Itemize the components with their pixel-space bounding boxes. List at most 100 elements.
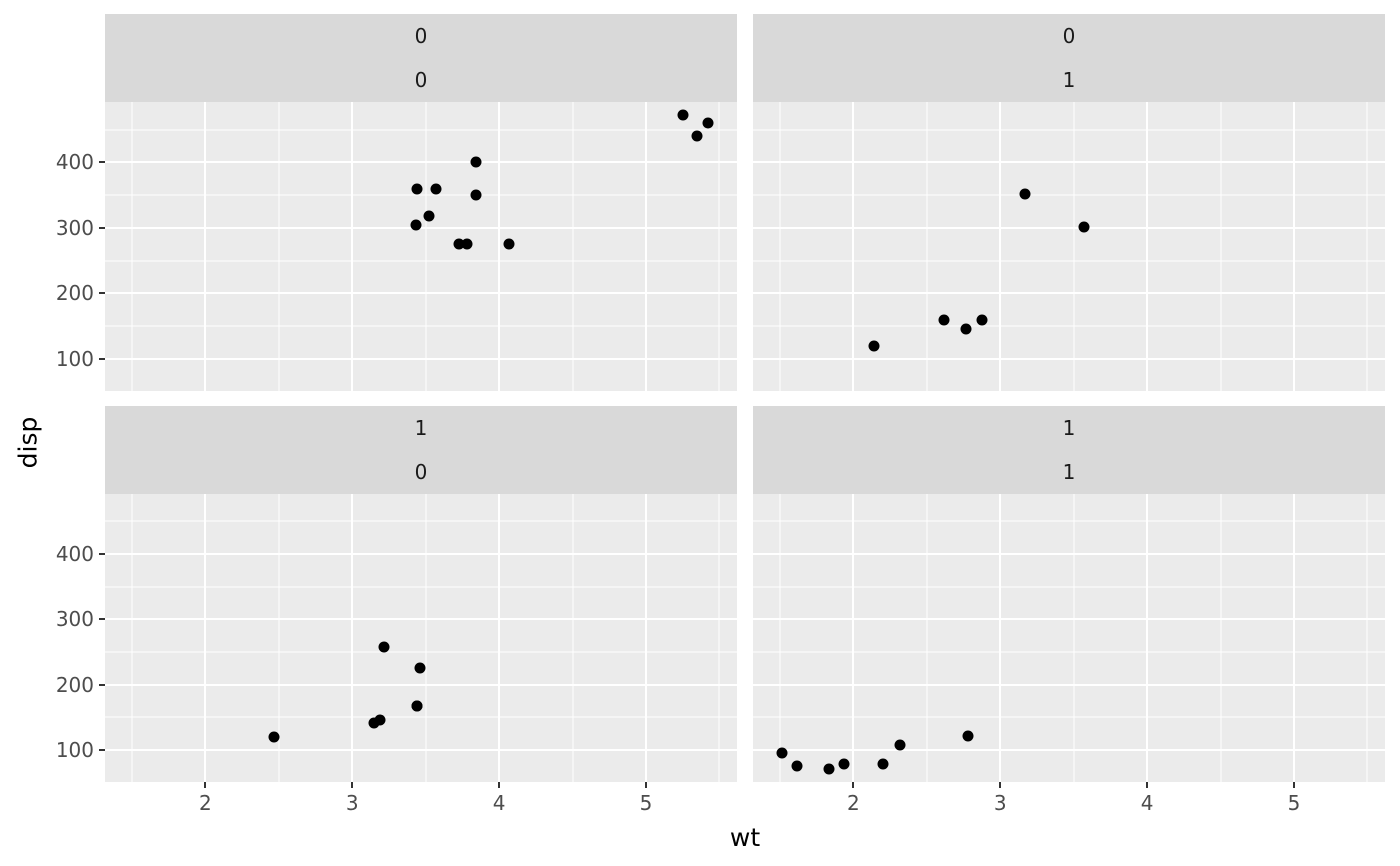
y-major-gridline: [753, 683, 1385, 686]
y-axis-tick: [99, 553, 105, 556]
facet-strip-bottom: 1: [753, 450, 1385, 494]
plot-panel: 100 200 300 400: [56, 102, 737, 391]
plot-panel: 2 3 4 5: [753, 494, 1385, 813]
x-minor-gridline: [1073, 494, 1075, 782]
y-minor-gridline: [753, 260, 1385, 262]
x-axis-tick-label: 3: [345, 791, 359, 815]
y-axis-tick-label: 400: [55, 150, 94, 175]
x-axis-tick-label: 4: [492, 791, 506, 815]
y-minor-gridline: [105, 129, 737, 131]
y-axis-title-area: disp: [6, 102, 50, 782]
y-minor-gridline: [105, 194, 737, 196]
y-minor-gridline: [105, 260, 737, 262]
y-axis-tick-label: 400: [55, 542, 94, 567]
plot-panel: 100 200 300 400 2 3 4 5: [56, 494, 737, 813]
x-minor-gridline: [572, 494, 573, 782]
data-point: [938, 314, 950, 326]
y-axis-tick: [99, 292, 105, 295]
facet-bottom-right: 1 1 2 3 4 5: [753, 406, 1385, 813]
x-axis-tick-label: 5: [1287, 791, 1301, 815]
y-major-gridline: [105, 357, 737, 360]
x-minor-gridline: [718, 494, 720, 782]
data-point: [976, 314, 988, 326]
y-axis-tick-label: 100: [55, 346, 94, 371]
x-minor-gridline: [278, 494, 280, 782]
x-major-gridline: [1292, 102, 1295, 391]
x-major-gridline: [204, 102, 207, 391]
y-minor-gridline: [753, 651, 1385, 653]
facet-strip-label: 1: [1062, 460, 1076, 484]
facet-strip-label: 0: [414, 460, 428, 484]
y-major-gridline: [105, 618, 737, 621]
x-minor-gridline: [425, 494, 427, 782]
x-minor-gridline: [926, 494, 928, 782]
x-axis-tick: [1146, 782, 1149, 788]
x-axis-tick: [852, 782, 855, 788]
facet-strip-top: 1: [753, 406, 1385, 450]
facet-strip-bottom: 0: [105, 58, 737, 102]
x-major-gridline: [351, 494, 354, 782]
data-point: [823, 763, 835, 775]
y-axis-tick-label: 100: [55, 738, 94, 762]
y-major-gridline: [753, 161, 1385, 164]
x-axis-title: wt: [729, 822, 761, 852]
x-axis-tick: [1292, 782, 1295, 788]
data-point: [470, 156, 482, 168]
x-minor-gridline: [779, 102, 781, 391]
x-axis-tick: [498, 782, 501, 788]
x-minor-gridline: [779, 494, 781, 782]
y-axis-tick-label: 200: [55, 281, 94, 306]
x-minor-gridline: [718, 102, 720, 391]
data-point: [962, 730, 974, 742]
data-point: [838, 758, 850, 770]
facet-top-left: 0 0 100 200 300 400: [56, 14, 737, 391]
facet-strip-label: 1: [1062, 416, 1076, 440]
x-major-gridline: [644, 494, 647, 782]
x-minor-gridline: [425, 102, 427, 391]
facet-strip-label: 0: [1062, 24, 1076, 48]
x-minor-gridline: [572, 102, 573, 391]
data-point: [378, 641, 390, 653]
x-axis-tick: [351, 782, 354, 788]
data-point: [503, 238, 515, 250]
x-minor-gridline: [1220, 102, 1221, 391]
x-axis-tick-label: 2: [846, 791, 860, 815]
x-axis-tick-label: 3: [993, 791, 1007, 815]
x-minor-gridline: [131, 102, 133, 391]
x-axis-title-area: wt: [105, 816, 1385, 858]
x-axis-tick: [204, 782, 207, 788]
data-point: [791, 760, 803, 772]
y-axis-tick-label: 300: [55, 607, 94, 632]
y-axis-tick: [99, 161, 105, 164]
x-major-gridline: [852, 102, 855, 391]
y-major-gridline: [105, 226, 737, 229]
data-point: [410, 219, 422, 231]
data-point: [423, 210, 435, 222]
data-point: [411, 700, 423, 712]
data-point: [877, 758, 889, 770]
x-minor-gridline: [131, 494, 133, 782]
x-minor-gridline: [278, 102, 280, 391]
y-major-gridline: [753, 749, 1385, 751]
x-major-gridline: [498, 102, 501, 391]
y-minor-gridline: [105, 520, 737, 522]
y-major-gridline: [105, 749, 737, 751]
y-minor-gridline: [105, 586, 737, 588]
data-point: [368, 717, 380, 729]
data-point: [1019, 188, 1031, 200]
y-minor-gridline: [753, 325, 1385, 327]
x-major-gridline: [1146, 494, 1149, 782]
y-axis-title: disp: [13, 416, 43, 468]
y-major-gridline: [753, 292, 1385, 295]
data-point: [411, 183, 423, 194]
x-minor-gridline: [1220, 494, 1221, 782]
x-minor-gridline: [1073, 102, 1075, 391]
facet-strip-top: 0: [753, 14, 1385, 58]
x-minor-gridline: [1366, 494, 1368, 782]
data-point: [453, 238, 465, 250]
y-major-gridline: [753, 618, 1385, 621]
y-major-gridline: [105, 292, 737, 295]
x-major-gridline: [498, 494, 501, 782]
x-minor-gridline: [926, 102, 928, 391]
